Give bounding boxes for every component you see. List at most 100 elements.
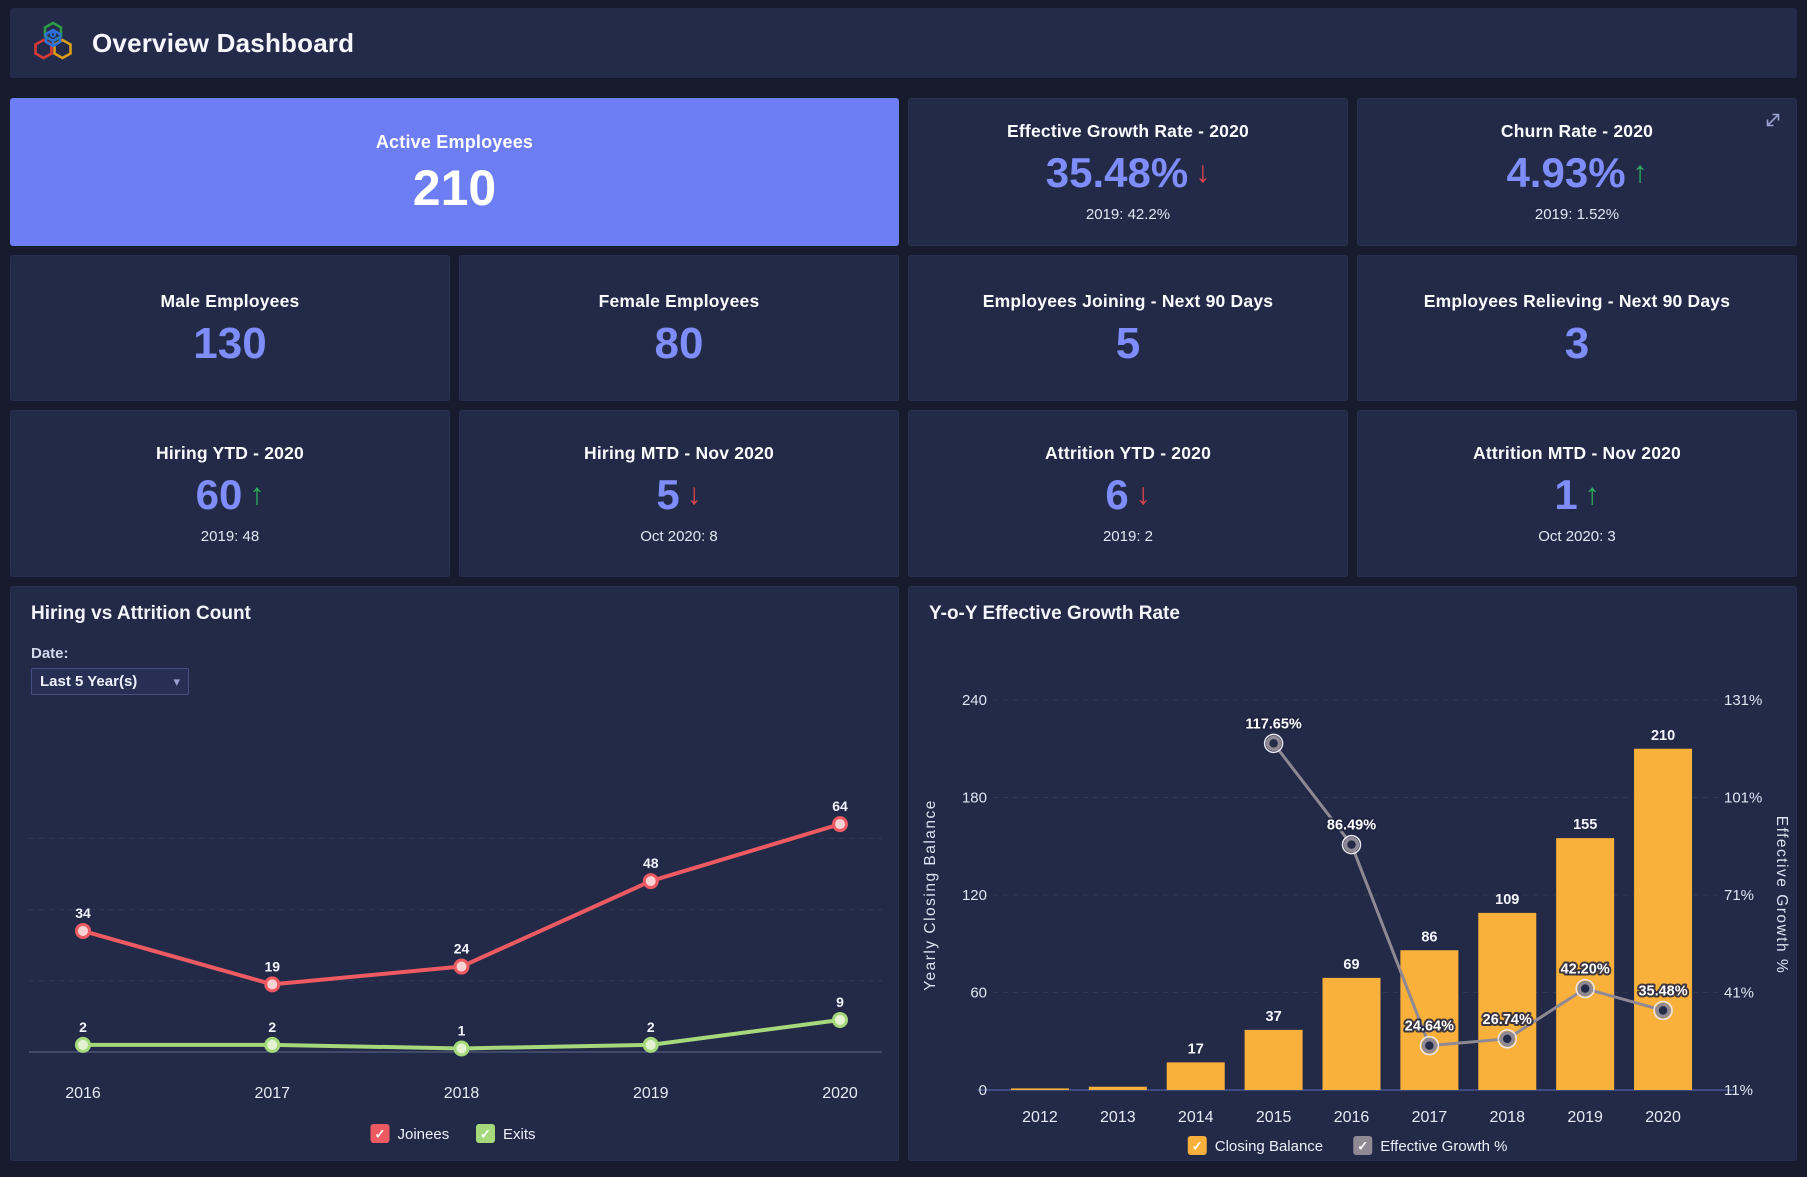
kpi-previous-value: Oct 2020: 8 [640, 527, 718, 545]
check-icon: ✓ [1357, 1139, 1368, 1154]
legend-item-closing-balance[interactable]: ✓ Closing Balance [1187, 1136, 1323, 1155]
bar-label: 86 [1421, 929, 1437, 945]
bar-2018[interactable] [1478, 912, 1537, 1090]
bar-2013[interactable] [1088, 1086, 1147, 1090]
point-joinees-2016[interactable] [75, 922, 91, 939]
point-effective-growth--2018[interactable] [1499, 1031, 1516, 1047]
point-label: 1 [458, 1022, 466, 1038]
point-effective-growth--2017[interactable] [1421, 1037, 1438, 1054]
point-label: 117.65% [1245, 716, 1302, 732]
bar-label: 37 [1266, 1009, 1282, 1025]
yoy-effective-growth-chart[interactable]: 0 60 120 180 240 11% 41% 71% 101% 131% Yearly Clos… [909, 640, 1798, 1160]
point-joinees-2019[interactable] [642, 873, 659, 890]
kpi-card-employees-joining[interactable]: Employees Joining - Next 90 Days 5 [908, 255, 1348, 401]
trend-up-icon: ↑ [1584, 477, 1600, 511]
right-axis-tick: 11% [1724, 1082, 1753, 1099]
kpi-card-effective-growth-rate[interactable]: Effective Growth Rate - 2020 35.48% ↓ 20… [908, 98, 1348, 246]
kpi-card-attrition-mtd[interactable]: Attrition MTD - Nov 2020 1 ↑ Oct 2020: 3 [1357, 410, 1797, 577]
point-ring [1575, 978, 1595, 999]
bar-2020[interactable] [1634, 748, 1693, 1090]
kpi-value: 3 [1564, 318, 1590, 368]
app-header: Overview Dashboard [10, 8, 1797, 78]
right-axis-tick: 71% [1724, 887, 1754, 904]
legend-swatch [476, 1124, 495, 1143]
point-exits-2019[interactable] [642, 1036, 659, 1053]
trend-down-icon: ↓ [686, 477, 702, 511]
bar-2019[interactable] [1556, 838, 1615, 1090]
expand-icon[interactable] [1762, 109, 1784, 136]
point-effective-growth--2015[interactable] [1265, 735, 1282, 752]
point-joinees-2020[interactable] [832, 816, 848, 833]
app-logo-icon [30, 18, 76, 69]
left-axis-title: Yearly Closing Balance [922, 799, 939, 991]
bar-label: 155 [1573, 817, 1597, 833]
point-label: 48 [643, 855, 659, 871]
point-label: 24.64% [1405, 1019, 1454, 1035]
left-axis-tick: 120 [962, 887, 987, 904]
x-tick-label: 2016 [1334, 1109, 1370, 1126]
legend-swatch [1353, 1136, 1373, 1155]
kpi-label: Employees Joining - Next 90 Days [982, 290, 1274, 311]
bar-2017[interactable] [1400, 950, 1459, 1090]
legend-label: Effective Growth % [1380, 1138, 1507, 1155]
date-range-select[interactable]: Last 5 Year(s) ▾ [31, 668, 189, 695]
page-title: Overview Dashboard [92, 27, 355, 58]
point-label: 42.20% [1561, 962, 1610, 978]
check-icon: ✓ [375, 1127, 386, 1142]
kpi-card-active-employees[interactable]: Active Employees 210 [10, 98, 899, 246]
point-ring [1497, 1029, 1518, 1049]
line-effective-growth- [1272, 742, 1664, 1048]
kpi-value: 6 ↓ [1105, 470, 1151, 518]
point-label: 9 [836, 994, 844, 1010]
kpi-value: 130 [193, 318, 267, 368]
point-joinees-2017[interactable] [264, 976, 281, 993]
kpi-previous-value: Oct 2020: 3 [1538, 527, 1616, 545]
right-axis-tick: 101% [1724, 790, 1762, 807]
bar-label: 109 [1495, 892, 1519, 908]
x-tick-label: 2020 [1645, 1109, 1681, 1126]
point-label: 34 [75, 905, 91, 921]
bar-2015[interactable] [1244, 1029, 1303, 1090]
x-tick-label: 2013 [1100, 1109, 1136, 1126]
trend-down-icon: ↓ [1195, 156, 1211, 189]
x-tick-label: 2012 [1022, 1109, 1058, 1126]
right-axis-tick: 131% [1724, 692, 1762, 709]
date-filter-label: Date: [31, 645, 69, 662]
kpi-card-female-employees[interactable]: Female Employees 80 [459, 255, 899, 401]
point-joinees-2018[interactable] [453, 958, 470, 975]
point-exits-2016[interactable] [75, 1036, 91, 1053]
point-label: 2 [268, 1019, 276, 1035]
bar-2014[interactable] [1166, 1062, 1225, 1090]
hiring-vs-attrition-chart[interactable]: 2016 2017 2018 2019 2020 34 19 24 48 64 2 2 1 2 9 ✓ Join… [11, 700, 900, 1160]
kpi-card-male-employees[interactable]: Male Employees 130 [10, 255, 450, 401]
kpi-card-churn-rate[interactable]: Churn Rate - 2020 4.93% ↑ 2019: 1.52% [1357, 98, 1797, 246]
bar-2016[interactable] [1322, 977, 1381, 1090]
kpi-value: 5 [1115, 318, 1141, 368]
kpi-label: Attrition MTD - Nov 2020 [1472, 442, 1681, 463]
bar-label: 17 [1188, 1041, 1204, 1057]
kpi-card-hiring-mtd[interactable]: Hiring MTD - Nov 2020 5 ↓ Oct 2020: 8 [459, 410, 899, 577]
right-axis-tick: 41% [1724, 985, 1754, 1002]
point-effective-growth--2019[interactable] [1577, 980, 1593, 997]
point-exits-2018[interactable] [453, 1040, 470, 1057]
point-exits-2020[interactable] [832, 1011, 848, 1028]
point-exits-2017[interactable] [264, 1036, 281, 1053]
kpi-label: Female Employees [598, 290, 760, 311]
legend-item-exits[interactable]: ✓ Exits [476, 1124, 536, 1143]
x-tick-label: 2018 [444, 1085, 480, 1102]
point-label: 24 [454, 941, 470, 957]
legend-item-joinees[interactable]: ✓ Joinees [370, 1124, 450, 1143]
kpi-card-attrition-ytd[interactable]: Attrition YTD - 2020 6 ↓ 2019: 2 [908, 410, 1348, 577]
kpi-value: 60 ↑ [195, 470, 265, 518]
bar-2012[interactable] [1010, 1088, 1069, 1090]
kpi-label: Effective Growth Rate - 2020 [1007, 121, 1249, 141]
legend-label: Exits [503, 1126, 536, 1143]
kpi-label: Attrition YTD - 2020 [1044, 442, 1212, 463]
kpi-value: 210 [412, 159, 497, 216]
kpi-card-employees-relieving[interactable]: Employees Relieving - Next 90 Days 3 [1357, 255, 1797, 401]
kpi-card-hiring-ytd[interactable]: Hiring YTD - 2020 60 ↑ 2019: 48 [10, 410, 450, 577]
left-axis-tick: 0 [979, 1082, 987, 1099]
point-effective-growth--2020[interactable] [1655, 1002, 1671, 1019]
point-effective-growth--2016[interactable] [1343, 836, 1360, 853]
legend-item-effective-growth-[interactable]: ✓ Effective Growth % [1353, 1136, 1508, 1155]
